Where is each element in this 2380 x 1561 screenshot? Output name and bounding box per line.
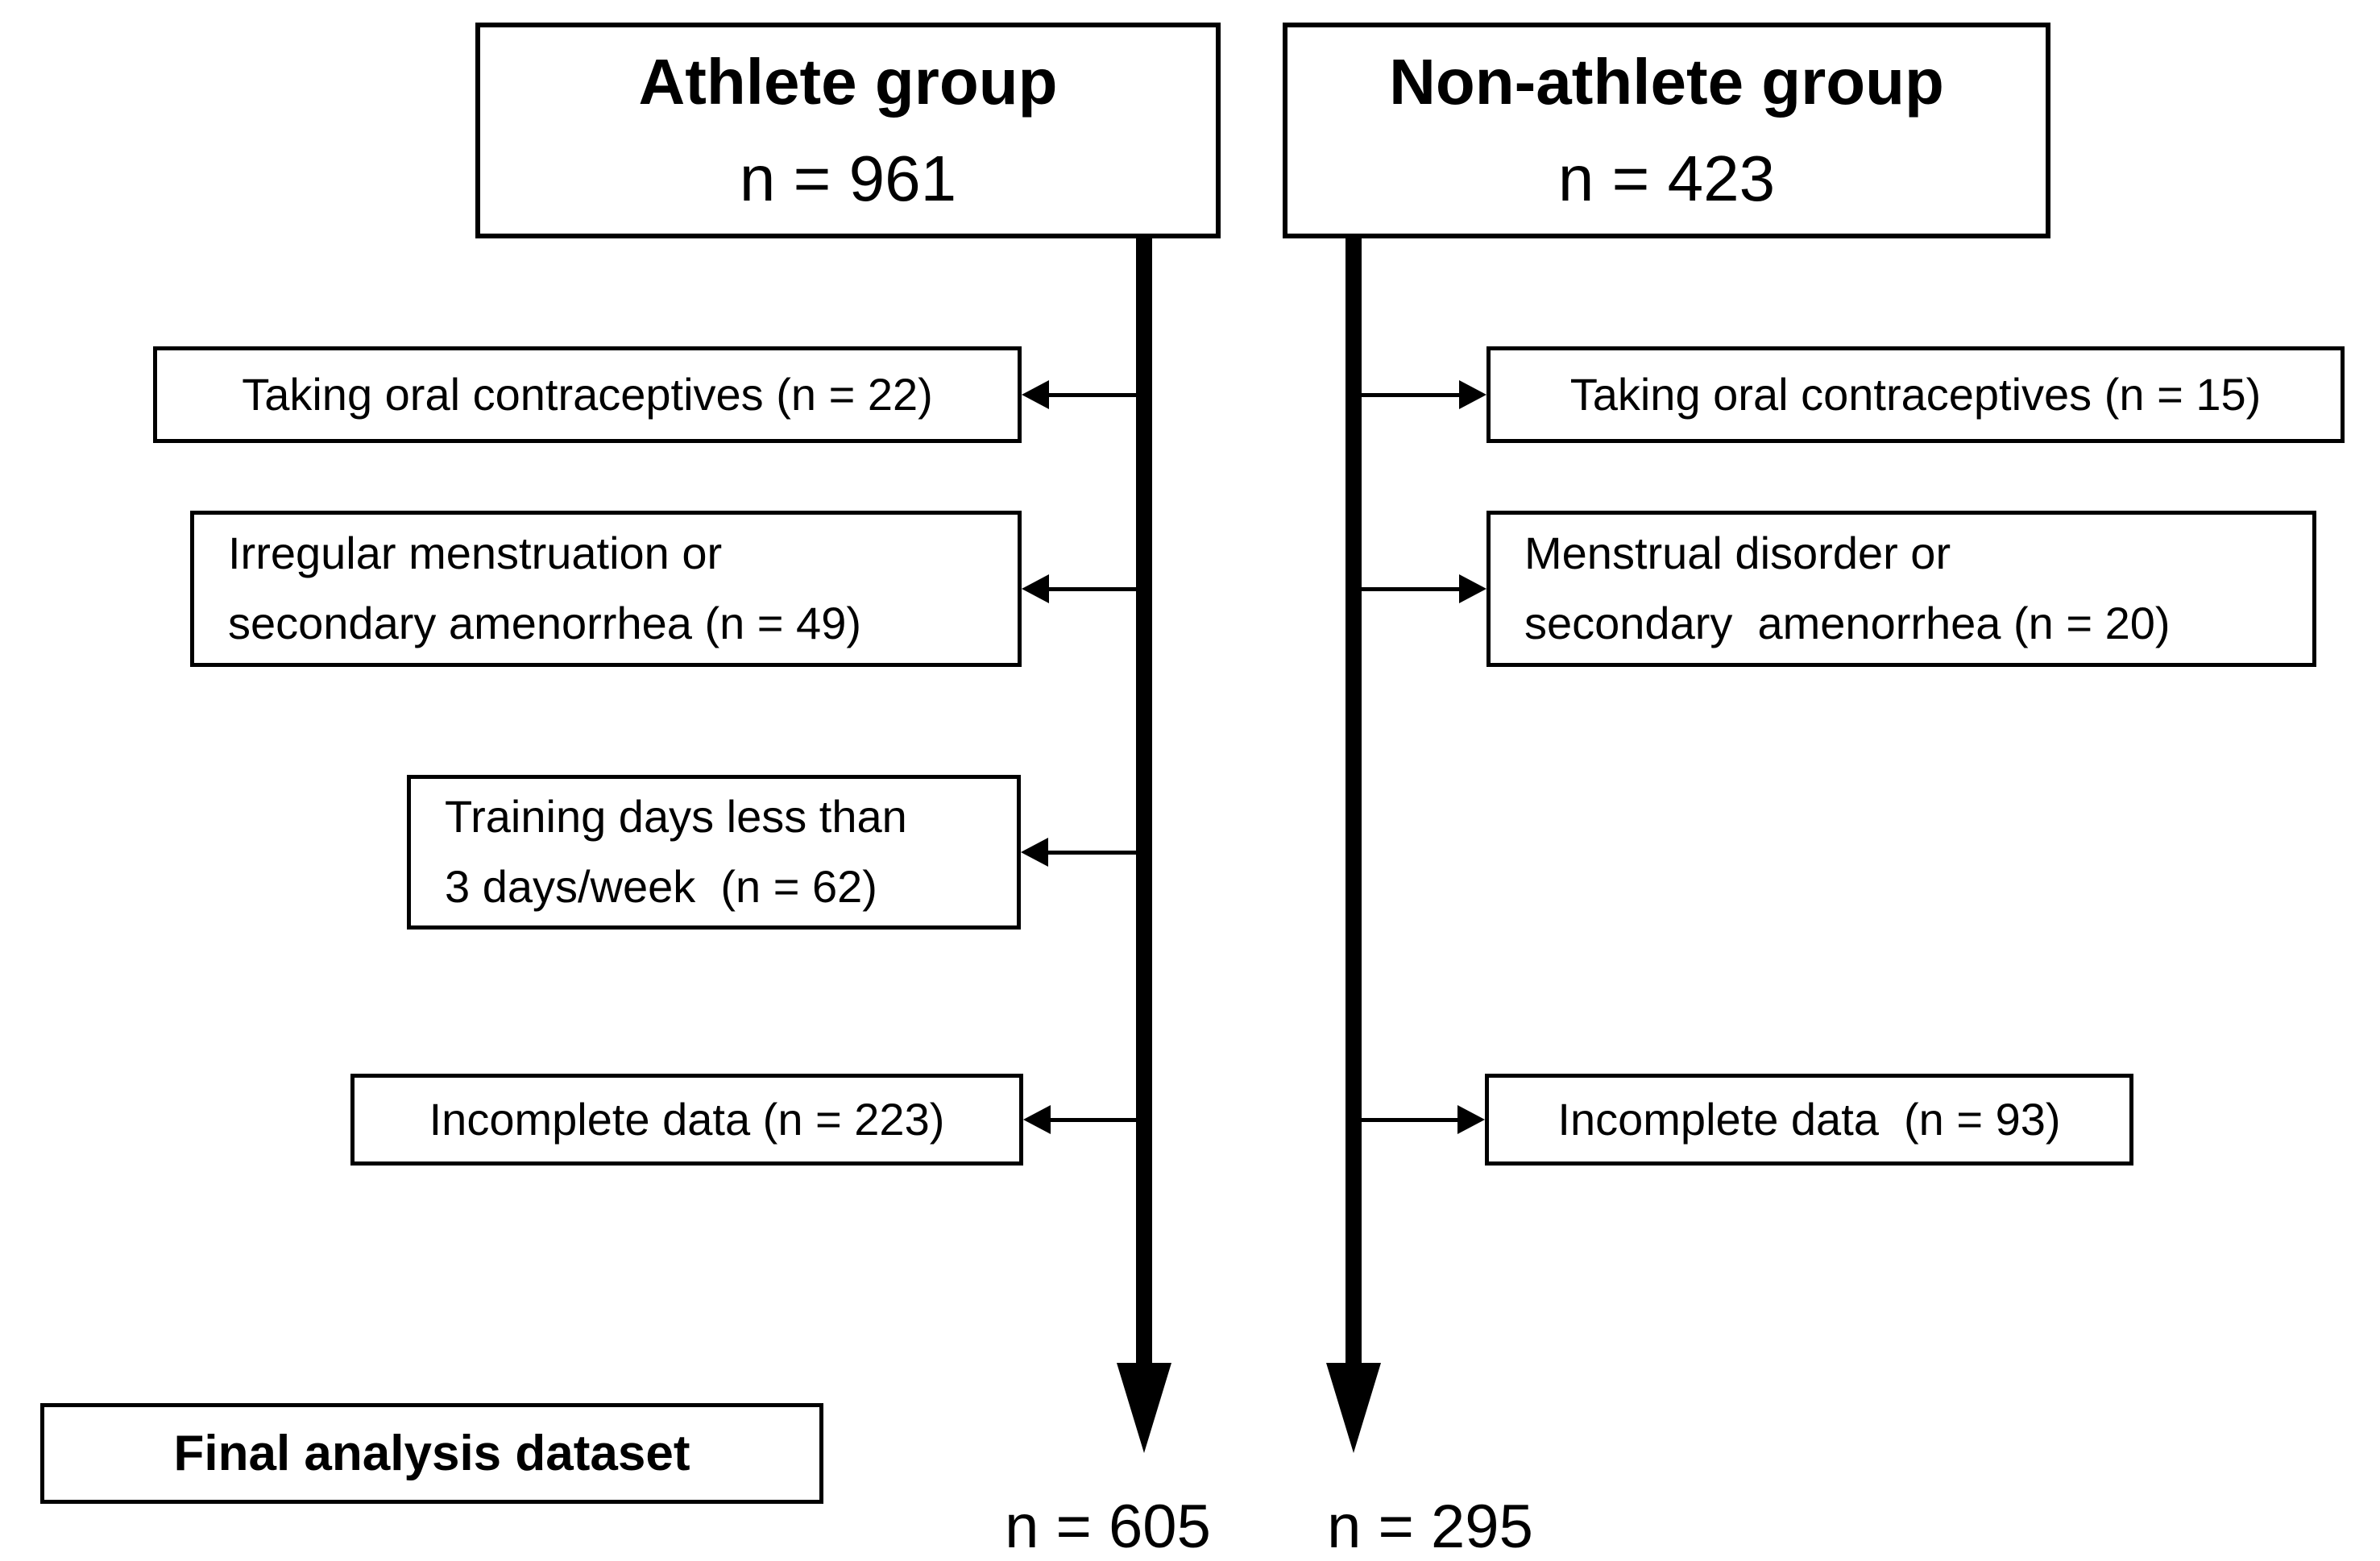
arrowhead-left-icon (1022, 574, 1049, 603)
arrowhead-left-icon (1021, 838, 1048, 867)
final-nonathlete-count: n = 295 (1327, 1493, 1533, 1561)
exclusion-box-athlete-irregular-menstruation: Irregular menstruation or secondary amen… (190, 511, 1022, 667)
connector-line (1049, 1118, 1136, 1122)
exclusion-box-athlete-incomplete-data: Incomplete data (n = 223) (350, 1074, 1023, 1166)
nonathlete-flow-arrowhead-down-icon (1326, 1363, 1381, 1453)
final-athlete-count: n = 605 (1005, 1493, 1211, 1561)
exclusion-label: Training days less than 3 days/week (n =… (445, 791, 907, 912)
connector-line (1047, 587, 1136, 591)
exclusion-box-athlete-training-days: Training days less than 3 days/week (n =… (407, 775, 1021, 930)
nonathlete-group-count: n = 423 (1557, 143, 1776, 214)
arrowhead-right-icon (1457, 1105, 1485, 1134)
connector-line (1362, 1118, 1457, 1122)
nonathlete-group-box: Non-athlete group n = 423 (1283, 23, 2050, 238)
connector-line (1362, 393, 1459, 397)
athlete-flow-arrow-shaft (1136, 238, 1152, 1366)
athlete-group-title: Athlete group (638, 46, 1058, 118)
connector-line (1362, 587, 1459, 591)
exclusion-box-nonathlete-incomplete-data: Incomplete data (n = 93) (1485, 1074, 2133, 1166)
exclusion-label: Incomplete data (n = 93) (1557, 1093, 2061, 1145)
exclusion-box-nonathlete-oral-contraceptives: Taking oral contraceptives (n = 15) (1486, 346, 2345, 443)
athlete-flow-arrowhead-down-icon (1117, 1363, 1171, 1453)
final-analysis-box: Final analysis dataset (40, 1403, 823, 1504)
exclusion-label: Taking oral contraceptives (n = 22) (242, 368, 933, 420)
nonathlete-group-title: Non-athlete group (1389, 46, 1944, 118)
connector-line (1047, 393, 1136, 397)
final-analysis-label: Final analysis dataset (173, 1426, 690, 1481)
arrowhead-left-icon (1022, 380, 1049, 409)
exclusion-label: Irregular menstruation or secondary amen… (228, 528, 861, 648)
nonathlete-flow-arrow-shaft (1345, 238, 1362, 1366)
arrowhead-right-icon (1459, 380, 1486, 409)
arrowhead-right-icon (1459, 574, 1486, 603)
arrowhead-left-icon (1023, 1105, 1051, 1134)
athlete-group-count: n = 961 (739, 143, 957, 214)
connector-line (1047, 851, 1136, 855)
exclusion-label: Menstrual disorder or secondary amenorrh… (1524, 528, 2171, 648)
exclusion-label: Incomplete data (n = 223) (429, 1093, 945, 1145)
exclusion-box-nonathlete-menstrual-disorder: Menstrual disorder or secondary amenorrh… (1486, 511, 2316, 667)
exclusion-label: Taking oral contraceptives (n = 15) (1569, 368, 2262, 420)
exclusion-box-athlete-oral-contraceptives: Taking oral contraceptives (n = 22) (153, 346, 1022, 443)
athlete-group-box: Athlete group n = 961 (475, 23, 1221, 238)
